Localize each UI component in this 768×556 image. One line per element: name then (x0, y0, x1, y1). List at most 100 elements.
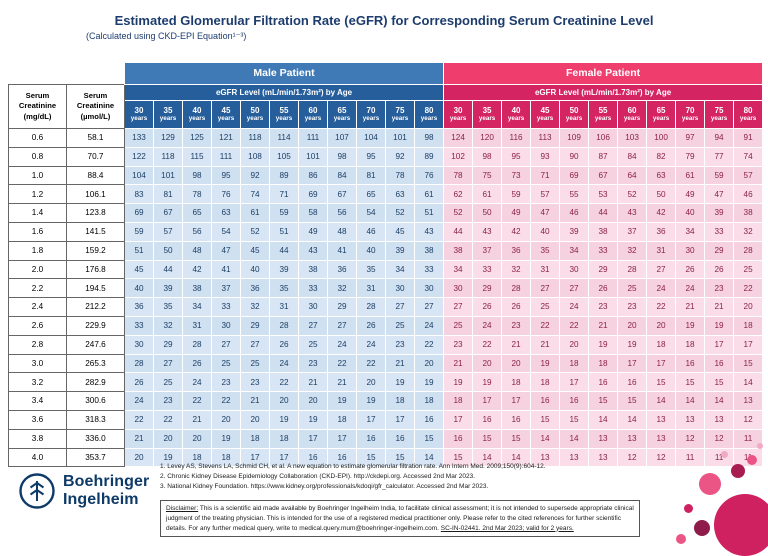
serum-mgdl-cell: 2.8 (8, 334, 67, 355)
male-egfr-cell: 81 (153, 184, 183, 205)
male-egfr-cell: 56 (327, 203, 357, 223)
female-egfr-cell: 40 (675, 203, 706, 223)
male-egfr-cell: 43 (413, 221, 445, 242)
female-egfr-cell: 53 (588, 184, 619, 205)
female-age-col-35: 35 years (472, 100, 503, 129)
male-egfr-cell: 26 (356, 315, 386, 336)
female-egfr-cell: 15 (704, 372, 735, 393)
male-egfr-cell: 104 (124, 165, 154, 186)
male-egfr-cell: 24 (269, 353, 299, 374)
serum-mgdl-cell: 2.6 (8, 315, 67, 336)
male-egfr-cell: 67 (153, 203, 183, 223)
male-egfr-cell: 25 (385, 315, 415, 336)
male-egfr-cell: 20 (124, 447, 154, 468)
female-egfr-cell: 19 (704, 315, 735, 336)
female-egfr-cell: 91 (733, 128, 764, 148)
female-egfr-cell: 29 (588, 259, 619, 280)
male-egfr-cell: 25 (298, 334, 328, 355)
male-egfr-cell: 29 (327, 297, 357, 317)
serum-umol-cell: 318.3 (66, 409, 125, 430)
male-egfr-cell: 65 (182, 203, 212, 223)
male-egfr-cell: 83 (124, 184, 154, 205)
female-egfr-cell: 59 (501, 184, 532, 205)
female-egfr-cell: 11 (733, 447, 764, 468)
female-egfr-cell: 64 (617, 165, 648, 186)
male-age-col-45: 45 years (211, 100, 241, 129)
serum-umol-cell: 123.8 (66, 203, 125, 223)
female-egfr-cell: 34 (675, 221, 706, 242)
female-age-col-50: 50 years (559, 100, 590, 129)
male-egfr-cell: 78 (182, 184, 212, 205)
female-egfr-cell: 38 (588, 221, 619, 242)
age-header-row: 30 years 35 years 40 years 45 years 50 years 55 yea… (9, 100, 764, 129)
male-egfr-cell: 18 (269, 428, 299, 449)
table-row: 1.6 141.5 59 57 56 54 52 51 49 48 46 45 43 44 43 42 40 39… (8, 221, 764, 242)
female-egfr-cell: 37 (617, 221, 648, 242)
male-egfr-cell: 36 (327, 259, 357, 280)
female-egfr-cell: 16 (472, 409, 503, 430)
female-egfr-cell: 20 (472, 353, 503, 374)
female-egfr-cell: 120 (472, 128, 503, 148)
male-egfr-cell: 23 (298, 353, 328, 374)
female-egfr-cell: 29 (704, 240, 735, 261)
male-egfr-cell: 44 (269, 240, 299, 261)
serum-umol-cell: 265.3 (66, 353, 125, 374)
female-egfr-cell: 26 (501, 297, 532, 317)
female-egfr-cell: 14 (530, 428, 561, 449)
table-row: 1.8 159.2 51 50 48 47 45 44 43 41 40 39 38 38 37 36 35 34… (8, 240, 764, 261)
female-egfr-cell: 13 (733, 391, 764, 411)
female-egfr-cell: 46 (733, 184, 764, 205)
female-egfr-cell: 13 (704, 409, 735, 430)
female-egfr-cell: 12 (617, 447, 648, 468)
male-egfr-cell: 23 (211, 372, 241, 393)
female-egfr-cell: 43 (617, 203, 648, 223)
female-patient-header: Female Patient (443, 62, 764, 85)
serum-umol-cell: 247.6 (66, 334, 125, 355)
male-egfr-cell: 27 (385, 297, 415, 317)
male-egfr-cell: 31 (356, 278, 386, 299)
male-egfr-cell: 24 (124, 391, 154, 411)
female-egfr-cell: 11 (675, 447, 706, 468)
male-egfr-cell: 52 (385, 203, 415, 223)
female-egfr-cell: 16 (501, 409, 532, 430)
female-egfr-cell: 28 (501, 278, 532, 299)
male-egfr-cell: 107 (327, 128, 357, 148)
male-egfr-cell: 40 (124, 278, 154, 299)
female-egfr-cell: 77 (704, 146, 735, 167)
female-egfr-cell: 13 (559, 447, 590, 468)
female-egfr-cell: 75 (472, 165, 503, 186)
female-egfr-cell: 18 (530, 372, 561, 393)
female-egfr-level-header: eGFR Level (mL/min/1.73m²) by Age (443, 84, 764, 101)
male-egfr-cell: 30 (124, 334, 154, 355)
disclaimer-box: Disclaimer: This is a scientific aid mad… (160, 500, 640, 538)
female-age-col-45: 45 years (530, 100, 561, 129)
female-egfr-cell: 47 (530, 203, 561, 223)
female-egfr-cell: 73 (501, 165, 532, 186)
serum-mgdl-cell: 3.4 (8, 391, 67, 411)
female-egfr-cell: 74 (733, 146, 764, 167)
female-egfr-cell: 93 (530, 146, 561, 167)
table-row: 0.6 58.1 133 129 125 121 118 114 111 107 104 101 98 1… (8, 128, 764, 148)
male-egfr-cell: 20 (182, 428, 212, 449)
male-egfr-cell: 89 (413, 146, 445, 167)
male-egfr-cell: 16 (356, 428, 386, 449)
table-row: 1.4 123.8 69 67 65 63 61 59 58 56 54 52 51 52 50 49 47 46… (8, 203, 764, 223)
female-egfr-cell: 26 (675, 259, 706, 280)
male-egfr-cell: 95 (356, 146, 386, 167)
male-egfr-cell: 19 (327, 391, 357, 411)
male-egfr-cell: 31 (269, 297, 299, 317)
female-egfr-cell: 22 (472, 334, 503, 355)
female-age-col-40: 40 years (501, 100, 532, 129)
male-egfr-cell: 30 (385, 278, 415, 299)
male-egfr-cell: 59 (124, 221, 154, 242)
table-row: 2.8 247.6 30 29 28 27 27 26 25 24 24 23 22 23 22 21 21 20… (8, 334, 764, 355)
female-egfr-cell: 14 (704, 391, 735, 411)
male-egfr-cell: 45 (240, 240, 270, 261)
male-egfr-cell: 27 (240, 334, 270, 355)
male-egfr-cell: 28 (356, 297, 386, 317)
female-egfr-cell: 87 (588, 146, 619, 167)
female-egfr-cell: 98 (472, 146, 503, 167)
male-egfr-cell: 39 (385, 240, 415, 261)
female-egfr-cell: 12 (675, 428, 706, 449)
male-egfr-cell: 48 (327, 221, 357, 242)
